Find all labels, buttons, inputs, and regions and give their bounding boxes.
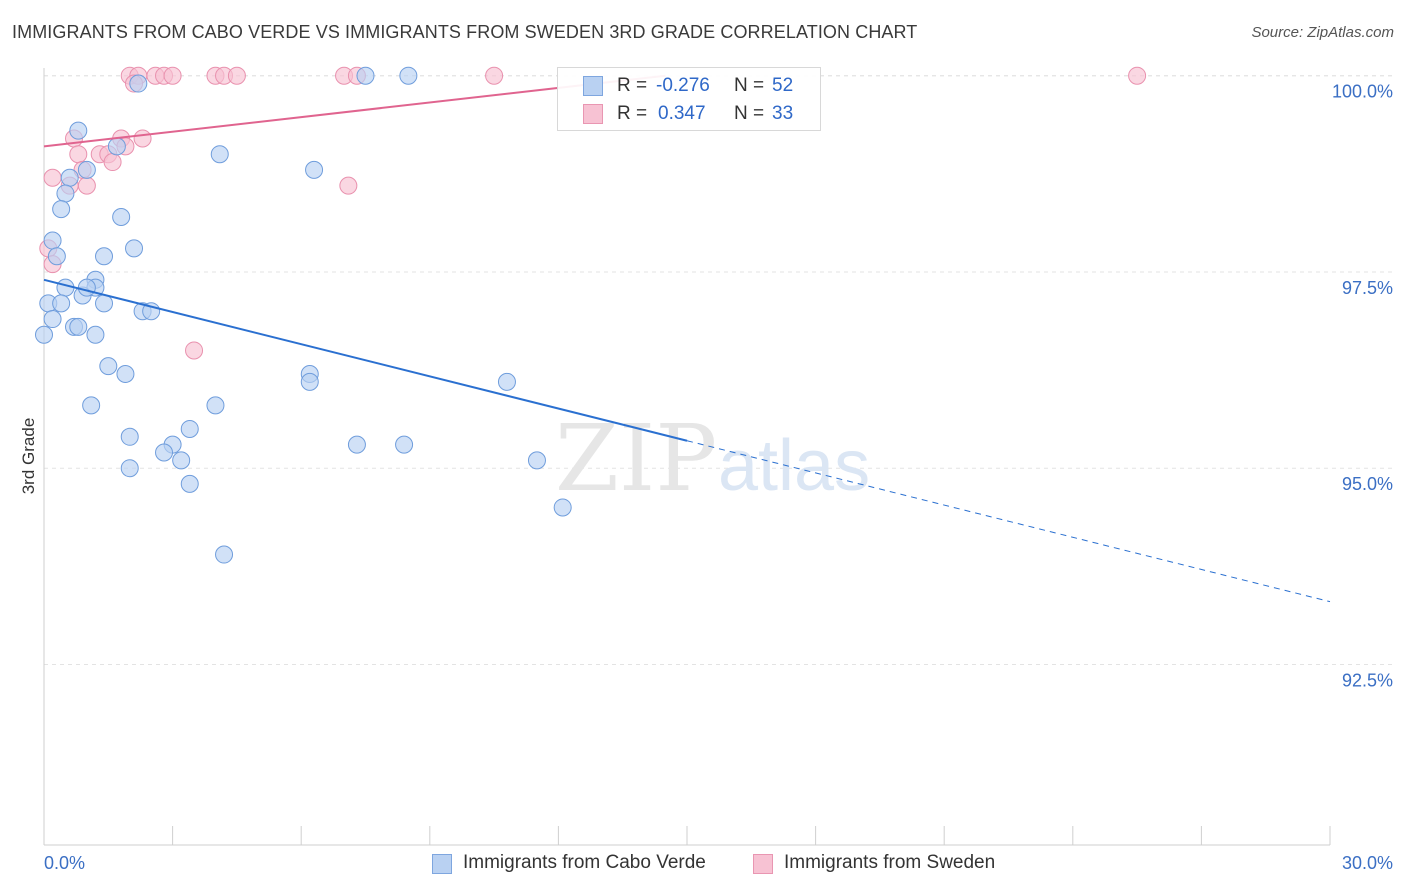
cabo-verde-point: [56, 184, 75, 203]
bottom-legend-sweden: Immigrants from Sweden: [753, 852, 1023, 876]
cabo-verde-point: [215, 545, 234, 564]
cabo-verde-point: [52, 294, 71, 313]
sweden-point: [133, 129, 152, 148]
cabo-verde-point: [497, 372, 516, 391]
legend-r-label: R =: [617, 103, 648, 124]
bottom-legend-swatch-cabo-verde: [432, 854, 452, 874]
cabo-verde-point: [395, 435, 414, 454]
cabo-verde-point: [35, 325, 53, 344]
legend-r-value: -0.276: [656, 75, 710, 96]
legend-swatch-cabo-verde: [583, 76, 603, 96]
legend-n-label: N =: [734, 103, 765, 124]
sweden-point: [103, 153, 122, 172]
cabo-verde-point: [60, 168, 79, 187]
watermark-zip: ZIP: [555, 405, 717, 512]
stats-legend: R = -0.276 N = 52 R = 0.347 N = 33: [557, 67, 821, 131]
legend-row-cabo-verde: R = -0.276 N = 52: [558, 72, 820, 100]
legend-row-sweden: R = 0.347 N = 33: [558, 100, 820, 128]
cabo-verde-point: [305, 160, 324, 179]
cabo-verde-point: [180, 419, 199, 438]
y-tick-label: 95.0%: [1342, 474, 1393, 494]
cabo-verde-point: [47, 247, 66, 266]
sweden-point: [227, 66, 246, 85]
axes: [43, 68, 1331, 846]
cabo-verde-point: [95, 294, 114, 313]
bottom-legend-swatch-sweden: [753, 854, 773, 874]
cabo-verde-point: [77, 160, 96, 179]
cabo-verde-point: [125, 239, 144, 258]
tick-labels: 92.5% 95.0% 97.5% 100.0% 0.0% 30.0%: [44, 82, 1393, 873]
cabo-verde-point: [86, 325, 105, 344]
grid-lines: [44, 75, 1392, 665]
cabo-verde-point: [347, 435, 366, 454]
cabo-verde-point: [52, 200, 71, 219]
sweden-point: [485, 66, 504, 85]
sweden-point: [1128, 66, 1147, 85]
chart-title: IMMIGRANTS FROM CABO VERDE VS IMMIGRANTS…: [12, 22, 918, 42]
y-tick-label: 97.5%: [1342, 278, 1393, 298]
cabo-verde-point: [206, 396, 225, 415]
legend-r-value: 0.347: [658, 103, 706, 124]
cabo-verde-point: [527, 451, 546, 470]
sweden-point: [77, 176, 96, 195]
watermark-atlas: atlas: [718, 426, 870, 506]
bottom-legend-label: Immigrants from Sweden: [784, 852, 996, 873]
trend-lines: [43, 74, 1331, 603]
cabo-verde-trend-line: [43, 278, 688, 442]
y-axis-label: 3rd Grade: [19, 417, 38, 495]
cabo-verde-point: [69, 121, 88, 140]
sweden-point: [339, 176, 358, 195]
x-tick-label: 30.0%: [1342, 853, 1393, 873]
cabo-verde-point: [129, 74, 148, 93]
y-tick-label: 100.0%: [1332, 82, 1393, 102]
bottom-legend-cabo-verde: Immigrants from Cabo Verde: [432, 852, 732, 876]
cabo-verde-point: [399, 66, 418, 85]
source-credit: Source: ZipAtlas.com: [1251, 24, 1394, 41]
sweden-point: [163, 66, 182, 85]
cabo-verde-point: [553, 498, 572, 517]
cabo-verde-point: [300, 372, 319, 391]
cabo-verde-point: [112, 208, 131, 226]
legend-n-label: N =: [734, 75, 765, 96]
cabo-verde-point: [82, 396, 101, 415]
cabo-verde-point: [155, 443, 174, 462]
cabo-verde-point: [356, 66, 375, 85]
sweden-point: [69, 145, 88, 164]
legend-swatch-sweden: [583, 104, 603, 124]
cabo-verde-point: [116, 365, 135, 383]
sweden-point: [43, 168, 62, 187]
y-tick-label: 92.5%: [1342, 670, 1393, 690]
cabo-verde-point: [43, 310, 62, 329]
legend-n-value: 52: [772, 75, 794, 96]
cabo-verde-point: [99, 357, 118, 376]
cabo-verde-trend-extension: [686, 440, 1331, 603]
sweden-point: [185, 341, 204, 360]
cabo-verde-point: [120, 459, 139, 478]
cabo-verde-point: [77, 278, 96, 297]
x-tick-label: 0.0%: [44, 853, 85, 873]
cabo-verde-point: [180, 474, 199, 493]
legend-n-value: 33: [772, 103, 794, 124]
cabo-verde-point: [172, 451, 191, 470]
watermark: ZIP atlas: [555, 405, 870, 512]
legend-r-label: R =: [617, 75, 648, 96]
cabo-verde-point: [43, 231, 62, 250]
bottom-legend-label: Immigrants from Cabo Verde: [463, 852, 706, 873]
cabo-verde-point: [69, 317, 88, 336]
cabo-verde-point: [95, 247, 114, 266]
cabo-verde-point: [120, 427, 139, 446]
data-points: [35, 66, 1147, 564]
cabo-verde-point: [107, 137, 126, 156]
cabo-verde-point: [210, 145, 229, 164]
